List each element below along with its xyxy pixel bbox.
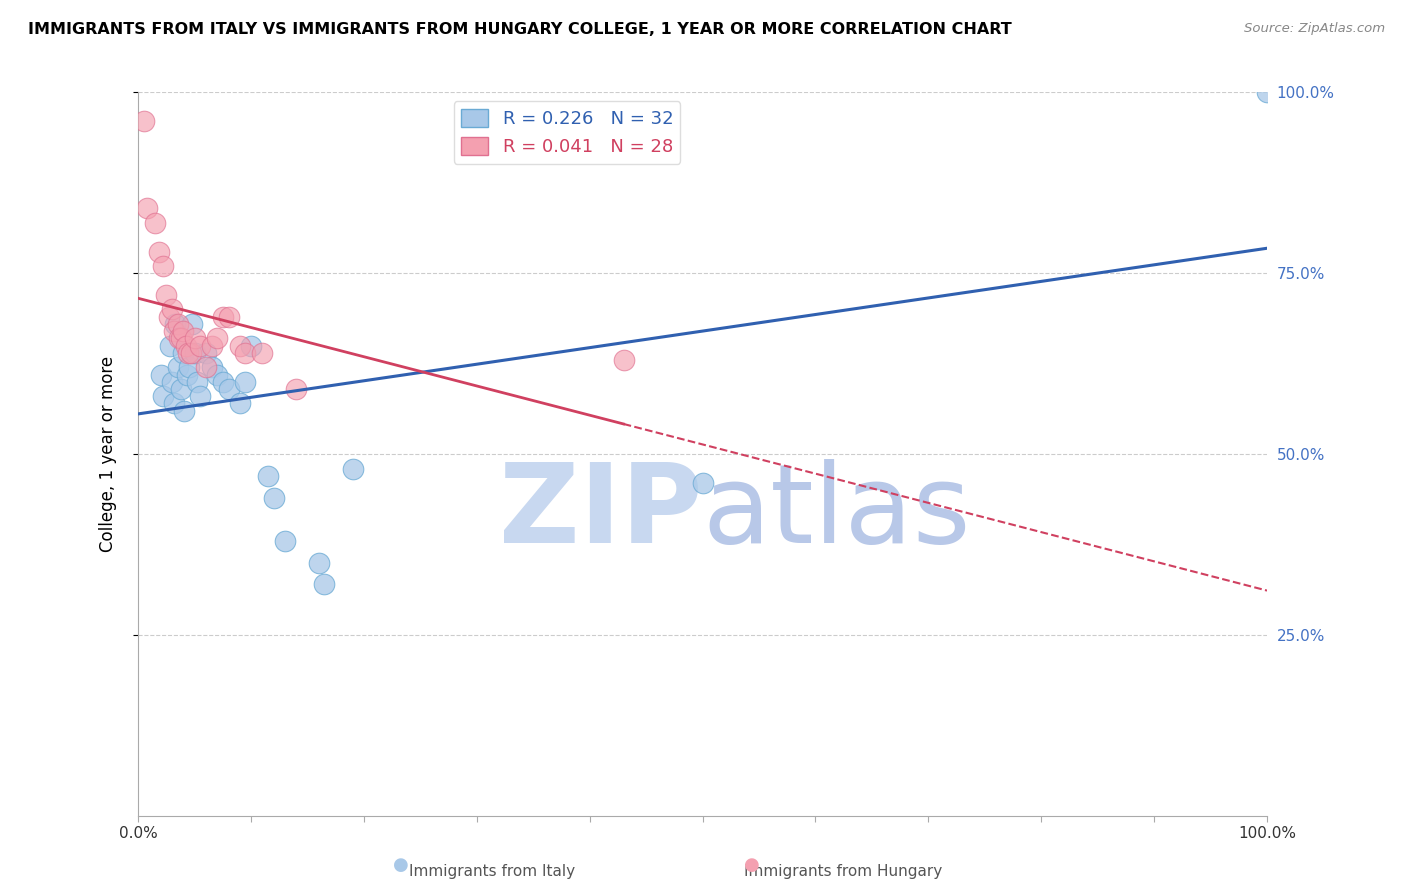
Point <box>218 310 240 324</box>
Text: IMMIGRANTS FROM ITALY VS IMMIGRANTS FROM HUNGARY COLLEGE, 1 YEAR OR MORE CORRELA: IMMIGRANTS FROM ITALY VS IMMIGRANTS FROM… <box>28 22 1012 37</box>
Point <box>218 382 240 396</box>
Point <box>188 389 211 403</box>
Point <box>212 310 235 324</box>
Point <box>152 389 174 403</box>
Point <box>205 331 228 345</box>
Point <box>240 338 263 352</box>
Point <box>132 114 155 128</box>
Text: Source: ZipAtlas.com: Source: ZipAtlas.com <box>1244 22 1385 36</box>
Point <box>148 244 170 259</box>
Point <box>235 346 257 360</box>
Point <box>166 317 188 331</box>
Point <box>308 556 330 570</box>
Point <box>212 375 235 389</box>
Point <box>143 216 166 230</box>
Point <box>188 338 211 352</box>
Point <box>314 577 336 591</box>
Point <box>173 403 195 417</box>
Text: Immigrants from Italy: Immigrants from Italy <box>409 863 575 879</box>
Point <box>160 302 183 317</box>
Point <box>200 360 222 375</box>
Point <box>692 476 714 491</box>
Point <box>163 324 186 338</box>
Point <box>159 338 181 352</box>
Text: ●: ● <box>744 856 761 874</box>
Point <box>252 346 274 360</box>
Text: ●: ● <box>392 856 409 874</box>
Point <box>186 375 208 389</box>
Point <box>177 360 200 375</box>
Point <box>155 288 177 302</box>
Point <box>194 346 217 360</box>
Point <box>229 396 252 410</box>
Point <box>183 331 205 345</box>
Point <box>274 533 297 548</box>
Point <box>285 382 308 396</box>
Point <box>235 375 257 389</box>
Y-axis label: College, 1 year or more: College, 1 year or more <box>100 356 117 552</box>
Point <box>165 317 187 331</box>
Point <box>180 346 202 360</box>
Point <box>172 324 194 338</box>
Point <box>183 346 205 360</box>
Point <box>136 201 159 215</box>
Point <box>170 331 193 345</box>
Point <box>176 368 198 382</box>
Point <box>160 375 183 389</box>
Point <box>613 353 636 368</box>
Point <box>200 338 222 352</box>
Legend: R = 0.226   N = 32, R = 0.041   N = 28: R = 0.226 N = 32, R = 0.041 N = 28 <box>454 102 681 163</box>
Point <box>342 461 364 475</box>
Text: ZIP: ZIP <box>499 458 703 566</box>
Text: Immigrants from Hungary: Immigrants from Hungary <box>744 863 943 879</box>
Point <box>166 360 188 375</box>
Point <box>152 259 174 273</box>
Point <box>229 338 252 352</box>
Point <box>257 468 280 483</box>
Point <box>205 368 228 382</box>
Point <box>263 491 285 505</box>
Point <box>163 396 186 410</box>
Point <box>172 346 194 360</box>
Point <box>167 331 190 345</box>
Point <box>1256 86 1278 100</box>
Point <box>177 346 200 360</box>
Point <box>194 360 217 375</box>
Point <box>149 368 172 382</box>
Point <box>157 310 180 324</box>
Point <box>181 317 204 331</box>
Text: atlas: atlas <box>703 458 972 566</box>
Point <box>174 338 197 352</box>
Point <box>170 382 193 396</box>
